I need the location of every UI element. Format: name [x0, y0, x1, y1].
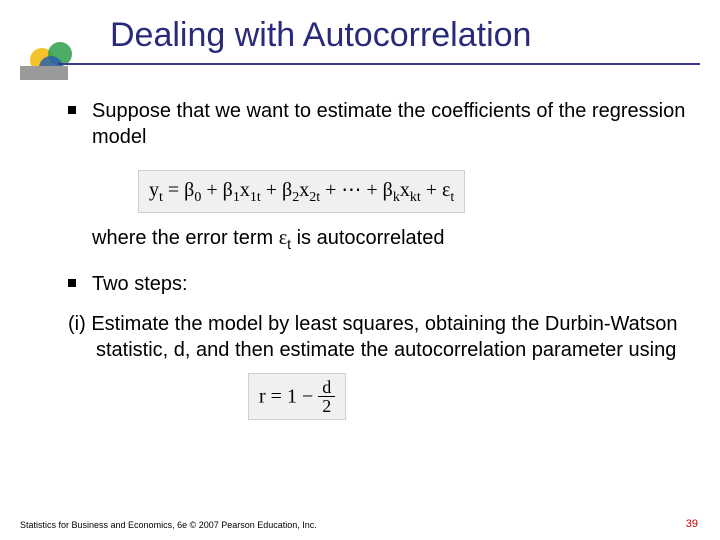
bullet-2: Two steps:	[68, 271, 690, 297]
f1-xks: kt	[410, 190, 421, 205]
f1-sk: k	[393, 190, 400, 205]
f2-fraction: d2	[318, 378, 335, 415]
f1-eq: =	[163, 179, 184, 201]
f1-b0: β	[184, 179, 194, 201]
epsilon-symbol: ε	[279, 227, 287, 249]
f1-y: y	[149, 179, 159, 201]
autocorrelation-formula: r = 1 − d2	[248, 373, 346, 420]
bullet-marker	[68, 279, 76, 287]
bullet-1: Suppose that we want to estimate the coe…	[68, 98, 690, 150]
title-divider	[58, 63, 700, 65]
f2-eq: =	[266, 386, 287, 408]
error-term-pre: where the error term	[92, 227, 279, 249]
f2-den: 2	[318, 397, 335, 415]
f1-x1: x	[240, 179, 250, 201]
f1-p3: +	[421, 179, 442, 201]
logo-gray-bar	[20, 66, 68, 80]
f1-p1: +	[201, 179, 222, 201]
bullet-1-text: Suppose that we want to estimate the coe…	[92, 98, 690, 150]
content-area: Suppose that we want to estimate the coe…	[68, 98, 690, 420]
f1-bk: β	[383, 179, 393, 201]
f2-one: 1	[287, 386, 297, 408]
f2-minus: −	[297, 386, 318, 408]
f2-num: d	[318, 378, 335, 397]
step-1-text: (i) Estimate the model by least squares,…	[68, 311, 690, 363]
footer-text: Statistics for Business and Economics, 6…	[20, 520, 317, 530]
header: Dealing with Autocorrelation	[0, 0, 720, 80]
regression-formula: yt = β0 + β1x1t + β2x2t + ⋯ + βkxkt + εt	[138, 170, 465, 213]
f2-r: r	[259, 386, 266, 408]
f1-dots: + ⋯ +	[320, 179, 383, 201]
f1-x1s: 1t	[250, 190, 261, 205]
slide-title: Dealing with Autocorrelation	[110, 16, 531, 55]
error-term-post: is autocorrelated	[291, 227, 444, 249]
page-number: 39	[686, 518, 698, 530]
slide: Dealing with Autocorrelation Suppose tha…	[0, 0, 720, 540]
f1-s1: 1	[233, 190, 240, 205]
f1-xk: x	[400, 179, 410, 201]
f1-b1: β	[223, 179, 233, 201]
f1-p2: +	[261, 179, 282, 201]
bullet-marker	[68, 106, 76, 114]
bullet-1-continuation: where the error term εt is autocorrelate…	[92, 225, 690, 253]
f1-b2: β	[282, 179, 292, 201]
f1-x2: x	[299, 179, 309, 201]
f1-x2s: 2t	[309, 190, 320, 205]
bullet-2-text: Two steps:	[92, 271, 188, 297]
f1-epst: t	[450, 190, 454, 205]
